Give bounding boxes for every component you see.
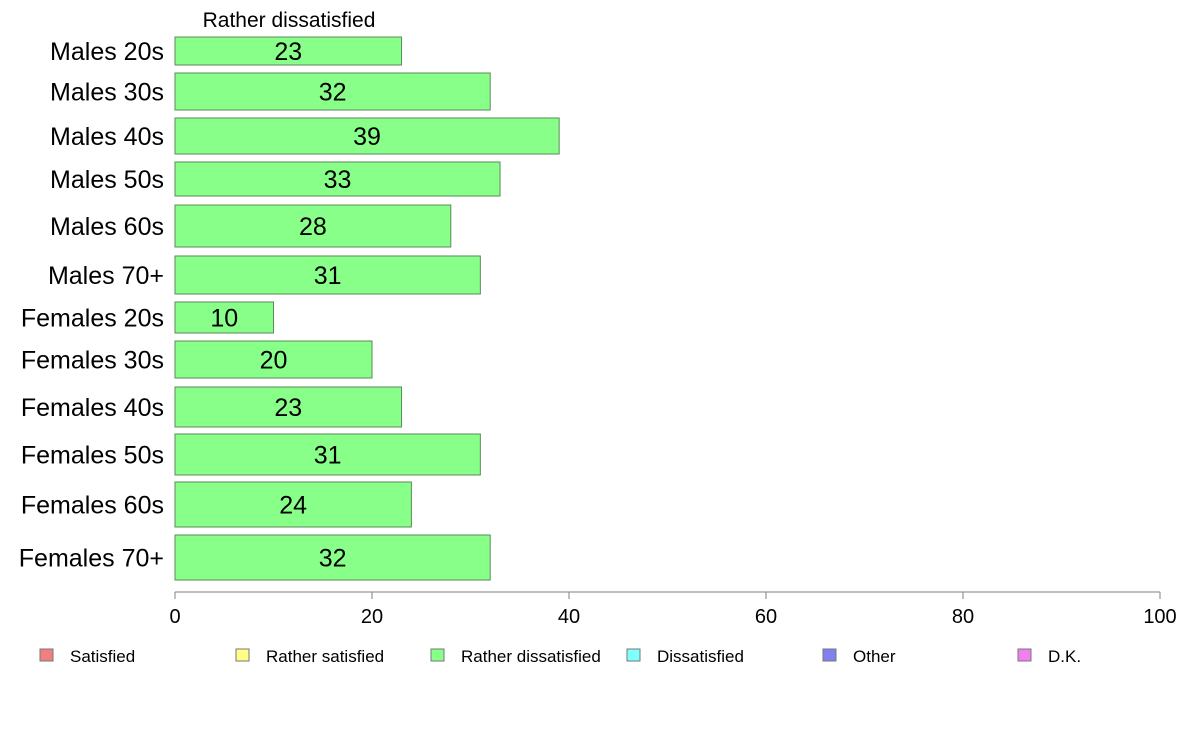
x-tick-label: 0 <box>169 606 180 628</box>
x-tick-label: 20 <box>361 606 383 628</box>
legend-label: Rather dissatisfied <box>461 647 601 666</box>
value-label: 23 <box>274 394 302 422</box>
bar <box>174 161 501 197</box>
category-label: Males 50s <box>50 166 164 194</box>
category-label: Males 20s <box>50 38 164 66</box>
value-label: 32 <box>319 79 347 107</box>
bar <box>174 204 452 248</box>
legend-label: D.K. <box>1048 647 1081 666</box>
legend-swatch <box>39 648 54 662</box>
legend-swatch <box>626 648 641 662</box>
category-label: Males 30s <box>50 79 164 107</box>
value-label: 39 <box>353 123 381 151</box>
value-label: 20 <box>260 347 288 375</box>
value-label: 33 <box>324 166 352 194</box>
legend-label: Dissatisfied <box>657 647 744 666</box>
legend-swatch <box>822 648 837 662</box>
legend-label: Other <box>853 647 896 666</box>
category-label: Females 50s <box>21 442 164 470</box>
bar <box>174 117 560 155</box>
value-label: 24 <box>279 492 307 520</box>
category-label: Males 60s <box>50 213 164 241</box>
legend-swatch <box>1017 648 1032 662</box>
bar <box>174 433 481 476</box>
x-tick-label: 80 <box>952 606 974 628</box>
bar <box>174 36 403 66</box>
category-label: Males 70+ <box>48 262 164 290</box>
bar <box>174 301 274 334</box>
value-label: 31 <box>314 262 342 290</box>
value-label: 32 <box>319 545 347 573</box>
x-tick-label: 40 <box>558 606 580 628</box>
value-label: 23 <box>274 38 302 66</box>
bar <box>174 481 412 528</box>
bar <box>174 386 403 428</box>
bar <box>174 255 481 295</box>
legend-swatch <box>430 648 445 662</box>
bar <box>174 534 491 581</box>
category-label: Females 40s <box>21 394 164 422</box>
x-axis: 0 20 40 60 80 100 <box>169 591 1177 628</box>
legend-swatch <box>235 648 250 662</box>
category-label: Females 70+ <box>19 545 164 573</box>
value-label: 10 <box>210 305 238 333</box>
series-title: Rather dissatisfied <box>203 9 376 32</box>
value-label: 28 <box>299 213 327 241</box>
value-label: 31 <box>314 442 342 470</box>
bar <box>174 340 373 379</box>
bar <box>174 72 491 111</box>
category-label: Males 40s <box>50 123 164 151</box>
category-label: Females 20s <box>21 305 164 333</box>
bars-group: Males 20s 23 Males 30s 32 Males 40s 39 Males 5… <box>19 36 560 581</box>
category-label: Females 60s <box>21 492 164 520</box>
legend-label: Rather satisfied <box>266 647 384 666</box>
legend-label: Satisfied <box>70 647 135 666</box>
legend: Satisfied Rather satisfied Rather dissatis… <box>39 647 1081 666</box>
x-tick-label: 100 <box>1143 606 1176 628</box>
x-tick-label: 60 <box>755 606 777 628</box>
category-label: Females 30s <box>21 347 164 375</box>
